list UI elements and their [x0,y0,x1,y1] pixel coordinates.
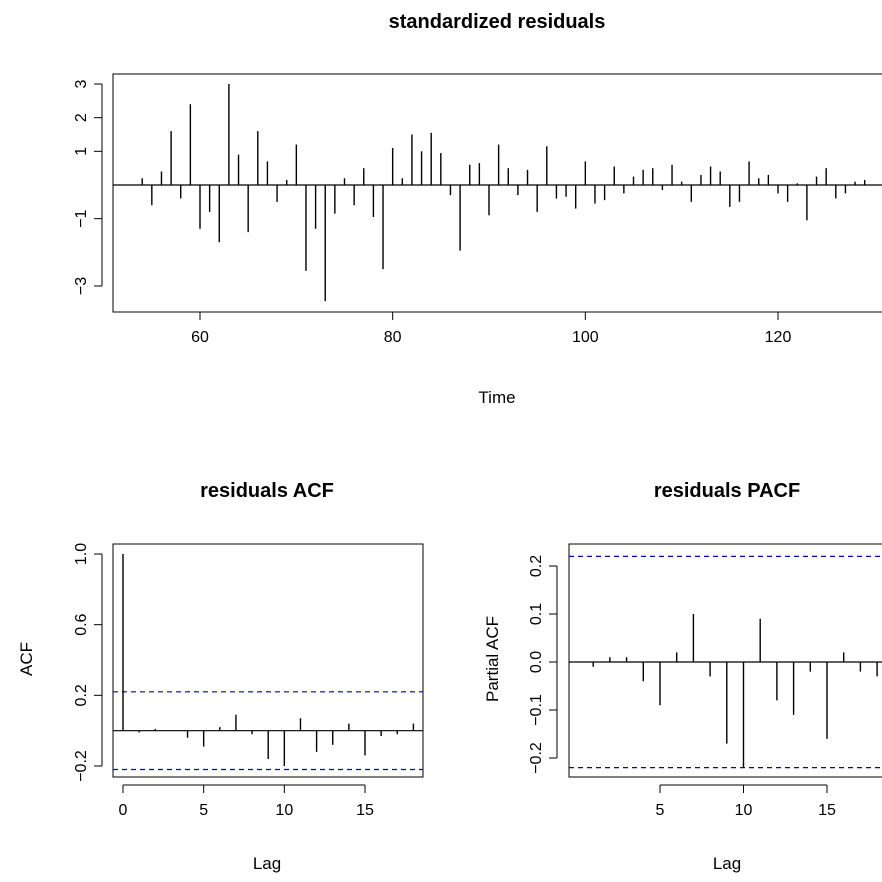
acf-marks [113,554,423,771]
acf-x-tick-label: 0 [119,802,128,819]
residuals-x-tick-label: 80 [384,329,402,346]
residuals-y-tick-label: 3 [73,79,90,88]
residuals-y-tick-label: 1 [73,147,90,156]
acf-x-axis: 0 5 10 15 [119,784,374,819]
acf-y-label: ACF [17,642,36,676]
acf-x-tick-label: 5 [199,802,208,819]
acf-x-tick-label: 15 [356,802,374,819]
acf-panel: residuals ACF 0 5 10 15 −0.2 0.2 0.6 1.0 Lag A… [17,480,424,873]
acf-title: residuals ACF [200,480,334,502]
pacf-y-tick-label: 0.2 [528,555,545,577]
pacf-y-tick-label: −0.1 [528,694,545,726]
pacf-y-tick-label: 0.0 [528,651,545,673]
acf-y-tick-label: 1.0 [73,543,90,565]
acf-y-tick-label: 0.6 [73,613,90,635]
residuals-x-tick-label: 100 [572,329,599,346]
residuals-x-label: Time [478,388,515,407]
acf-y-axis: −0.2 0.2 0.6 1.0 [73,543,103,782]
residuals-y-tick-label: −1 [73,209,90,227]
acf-y-tick-label: −0.2 [73,750,90,782]
residuals-x-tick-label: 120 [765,329,792,346]
pacf-x-tick-label: 5 [656,802,665,819]
residuals-x-axis: 60 80 100 120 [191,311,792,346]
residuals-y-tick-label: 2 [73,113,90,122]
pacf-y-axis: −0.2 −0.1 0.0 0.1 0.2 [528,555,558,774]
pacf-panel: residuals PACF 5 10 15 −0.2 −0.1 0.0 0.1 0.2 L… [483,480,882,873]
pacf-title: residuals PACF [654,480,800,502]
residuals-y-axis: −3 −1 1 2 3 [73,79,103,295]
residuals-title: standardized residuals [389,11,606,33]
acf-y-tick-label: 0.2 [73,684,90,706]
pacf-plot-box [568,543,882,778]
pacf-marks [569,555,882,769]
pacf-y-label: Partial ACF [483,616,502,702]
acf-x-tick-label: 10 [275,802,293,819]
pacf-y-tick-label: 0.1 [528,603,545,625]
pacf-x-label: Lag [713,854,741,873]
residuals-y-tick-label: −3 [73,277,90,295]
acf-plot-box [112,543,424,778]
pacf-y-tick-label: −0.2 [528,742,545,774]
residuals-marks [113,84,882,302]
acf-x-label: Lag [253,854,281,873]
pacf-x-axis: 5 10 15 [656,784,836,819]
pacf-x-tick-label: 15 [818,802,836,819]
residuals-x-tick-label: 60 [191,329,209,346]
residuals-panel: standardized residuals 60 80 100 120 −3 −1 1 2… [73,11,882,407]
pacf-x-tick-label: 10 [735,802,753,819]
